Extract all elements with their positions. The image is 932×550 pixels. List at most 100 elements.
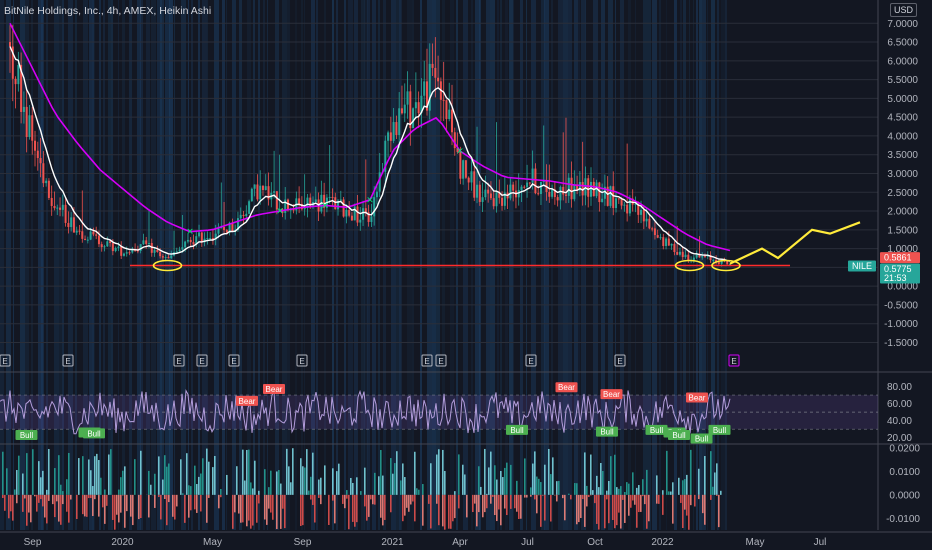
candle-body — [78, 230, 81, 232]
histogram-bar-up — [158, 456, 160, 495]
histogram-bar-down — [510, 494, 512, 509]
candle-body — [423, 81, 426, 96]
candle-body — [328, 196, 331, 198]
histogram-bar-up — [626, 482, 628, 495]
candle-body — [598, 182, 601, 203]
histogram-bar-up — [180, 459, 182, 495]
background-band — [13, 0, 14, 530]
chart-title: BitNile Holdings, Inc., 4h, AMEX, Heikin… — [4, 5, 212, 17]
candle-body — [720, 259, 723, 264]
bear-signal: Bear — [600, 389, 623, 400]
candle-body — [389, 132, 392, 141]
histogram-bar-down — [496, 494, 498, 522]
candle-body — [703, 256, 706, 258]
histogram-bar-down — [658, 494, 660, 504]
candle-body — [476, 184, 479, 198]
ma-value-text: 0.5861 — [884, 253, 912, 263]
fast-moving-average-line — [9, 46, 731, 262]
histogram-bar-up — [208, 461, 210, 495]
candle-body — [617, 198, 620, 200]
last-price-text: 0.5775 — [884, 264, 912, 274]
histogram-bar-up — [308, 490, 310, 495]
histogram-bar-down — [188, 494, 190, 518]
background-band — [103, 0, 105, 530]
histogram-bar-down — [140, 494, 142, 519]
candle-body — [509, 184, 512, 199]
histogram-bar-down — [596, 494, 598, 524]
candle-body — [542, 180, 545, 182]
histogram-bar-up — [550, 474, 552, 495]
histogram-bar-down — [374, 494, 376, 505]
histogram-bar-down — [312, 494, 314, 505]
histogram-bar-up — [502, 477, 504, 495]
bull-signal: Bull — [645, 424, 668, 435]
histogram-bar-up — [60, 484, 62, 495]
candle-body — [442, 99, 445, 101]
histogram-bar-down — [364, 494, 366, 507]
histogram-bar-up — [414, 451, 416, 495]
background-band — [99, 0, 101, 530]
candle-body — [462, 160, 465, 179]
candle-body — [370, 216, 373, 222]
last-price-box — [880, 263, 920, 284]
histogram-bar-down — [34, 494, 36, 497]
earnings-box — [173, 354, 185, 367]
histogram-bar-down — [250, 494, 252, 529]
histogram-bar-up — [458, 454, 460, 495]
histogram-bar-down — [648, 494, 650, 522]
histogram-bar-up — [464, 474, 466, 495]
histogram-bar-up — [436, 454, 438, 495]
candle-body — [211, 238, 214, 240]
histogram-bar-up — [162, 479, 164, 495]
candle-body — [653, 228, 656, 236]
histogram-bar-down — [472, 494, 474, 513]
histogram-bar-down — [492, 494, 494, 497]
earnings-box — [196, 354, 208, 367]
signal-label: Bull — [713, 426, 727, 435]
histogram-bar-down — [422, 494, 424, 526]
histogram-bar-up — [690, 449, 692, 495]
histogram-bar-up — [134, 459, 136, 495]
candle-body — [492, 198, 495, 207]
histogram-tick: 0.0100 — [889, 467, 920, 478]
candle-body — [142, 240, 145, 245]
histogram-bar-up — [338, 463, 340, 495]
candle-body — [86, 239, 89, 241]
histogram-bar-down — [172, 494, 174, 517]
candle-body — [437, 77, 440, 82]
histogram-bar-down — [616, 494, 618, 526]
candle-body — [236, 218, 239, 230]
histogram-bar-up — [382, 475, 384, 495]
histogram-bar-up — [584, 452, 586, 495]
histogram-bar-down — [382, 494, 384, 526]
signal-badge — [263, 383, 285, 394]
candle-body — [175, 251, 178, 253]
histogram-bar-down — [246, 494, 248, 527]
histogram-bar-up — [32, 449, 34, 495]
candle-body — [673, 243, 676, 253]
currency-button[interactable]: USD — [890, 3, 918, 17]
histogram-bar-up — [378, 476, 380, 495]
candle-body — [92, 231, 95, 235]
histogram-bar-down — [450, 494, 452, 529]
histogram-bar-up — [196, 484, 198, 495]
time-tick: May — [746, 537, 765, 548]
histogram-pane — [2, 448, 722, 530]
background-band — [20, 0, 25, 530]
histogram-bar-down — [92, 494, 94, 517]
histogram-bar-up — [598, 487, 600, 495]
histogram-bar-down — [106, 494, 108, 506]
candle-body — [634, 203, 637, 205]
histogram-bar-up — [276, 471, 278, 495]
candle-body — [684, 254, 687, 258]
histogram-bar-up — [236, 466, 238, 495]
candle-body — [131, 249, 134, 253]
candle-body — [601, 198, 604, 203]
histogram-bar-up — [616, 487, 618, 495]
highlight-ellipses — [152, 259, 741, 272]
histogram-bar-down — [314, 494, 316, 523]
background-band — [25, 0, 29, 530]
signal-label: Bull — [20, 431, 34, 440]
histogram-bar-down — [160, 494, 162, 520]
